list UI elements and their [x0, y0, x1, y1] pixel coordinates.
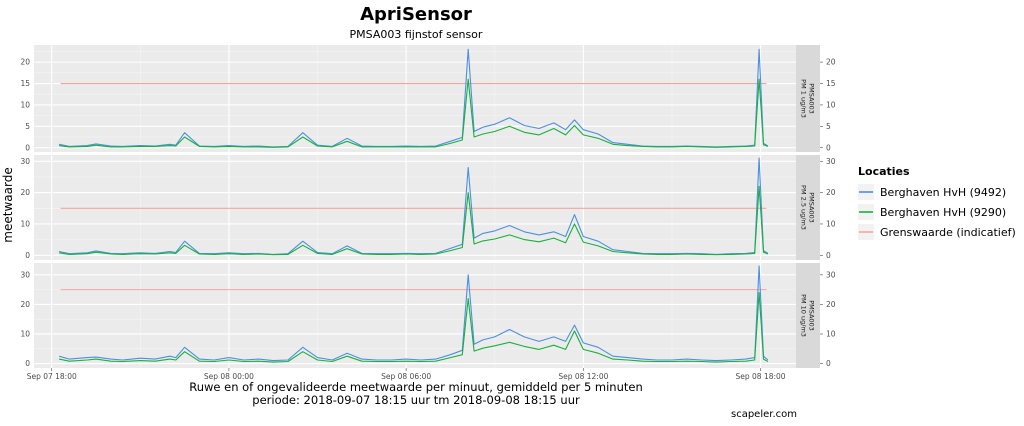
facet-panel: 0 0 10 10 20 20 30 30 PMSA003PM 2.5 ug/m3	[20, 155, 836, 260]
panel-background	[34, 45, 796, 152]
series-line	[58, 265, 769, 362]
strip-label-line: PMSA003	[808, 192, 816, 223]
facet-strip	[796, 45, 820, 152]
y-tick-label-left: 20	[20, 188, 30, 197]
y-tick-label-right: 15	[826, 79, 836, 88]
y-tick-label-right: 10	[826, 101, 836, 110]
y-tick-label-right: 0	[826, 359, 831, 368]
legend-label: Berghaven HvH (9290)	[880, 206, 1006, 219]
series-line	[58, 157, 769, 255]
strip-label-line: PM 10 ug/m3	[800, 294, 808, 337]
strip-label-line: PMSA003	[808, 83, 816, 114]
caption-line-2: periode: 2018-09-07 18:15 uur tm 2018-09…	[252, 393, 580, 407]
strip-label-line: PMSA003	[808, 300, 816, 331]
y-tick-label-right: 30	[826, 270, 836, 279]
y-tick-label-left: 10	[20, 101, 30, 110]
y-tick-label-left: 30	[20, 270, 30, 279]
y-tick-label-left: 15	[20, 79, 30, 88]
y-tick-label-left: 20	[20, 300, 30, 309]
panel-background	[34, 263, 796, 368]
y-tick-label-left: 20	[20, 58, 30, 67]
x-axis: Sep 07 18:00 Sep 08 00:00 Sep 08 06:00 Sep …	[27, 368, 786, 381]
facet-strip-label: PMSA003PM 1 ug/m3	[800, 79, 816, 118]
legend-title: Locaties	[858, 165, 910, 178]
y-tick-label-right: 10	[826, 330, 836, 339]
facet-panel: 0 0 10 10 20 20 30 30 PMSA003PM 10 ug/m3	[20, 263, 836, 368]
y-tick-label-left: 10	[20, 330, 30, 339]
y-tick-label-right: 10	[826, 220, 836, 229]
facet-strip	[796, 155, 820, 260]
legend-label: Berghaven HvH (9492)	[880, 186, 1006, 199]
y-tick-label-right: 5	[826, 122, 831, 131]
x-tick-label: Sep 07 18:00	[27, 372, 77, 381]
x-tick-label: Sep 08 12:00	[558, 372, 608, 381]
strip-label-line: PM 1 ug/m3	[800, 79, 808, 118]
y-tick-label-left: 0	[25, 359, 30, 368]
y-tick-label-right: 0	[826, 143, 831, 152]
y-tick-label-left: 0	[25, 251, 30, 260]
chart-subtitle: PMSA003 fijnstof sensor	[350, 28, 483, 41]
panel-background	[34, 155, 796, 260]
chart-title: ApriSensor	[360, 4, 472, 25]
y-tick-label-right: 20	[826, 300, 836, 309]
facet-strip-label: PMSA003PM 10 ug/m3	[800, 294, 816, 337]
legend: Locaties Berghaven HvH (9492)Berghaven H…	[858, 165, 1016, 240]
strip-label-line: PM 2.5 ug/m3	[800, 185, 808, 230]
legend-items: Berghaven HvH (9492) Berghaven HvH (9290)…	[858, 184, 1016, 240]
y-tick-label-left: 5	[25, 122, 30, 131]
y-tick-label-right: 20	[826, 188, 836, 197]
y-tick-label-right: 30	[826, 157, 836, 166]
series-line	[58, 292, 769, 363]
x-tick-label: Sep 08 18:00	[736, 372, 786, 381]
y-tick-label-right: 0	[826, 251, 831, 260]
x-tick-label: Sep 08 06:00	[381, 372, 431, 381]
series-line	[59, 78, 769, 148]
credit: scapeler.com	[731, 409, 797, 420]
y-tick-label-right: 20	[826, 58, 836, 67]
y-tick-label-left: 0	[25, 143, 30, 152]
facet-panel: 0 0 5 5 10 10 15 15 20 20 PMSA003PM 1 ug/m3	[20, 45, 836, 152]
legend-label: Grenswaarde (indicatief)	[880, 226, 1016, 239]
x-tick-label: Sep 08 00:00	[204, 372, 254, 381]
y-axis-label: meetwaarde	[1, 167, 15, 242]
facet-strip	[796, 263, 820, 368]
caption-line-1: Ruwe en of ongevalideerde meetwaarde per…	[189, 380, 643, 394]
y-tick-label-left: 10	[20, 220, 30, 229]
series-line	[59, 185, 769, 256]
facet-strip-label: PMSA003PM 2.5 ug/m3	[800, 185, 816, 230]
y-tick-label-left: 30	[20, 157, 30, 166]
